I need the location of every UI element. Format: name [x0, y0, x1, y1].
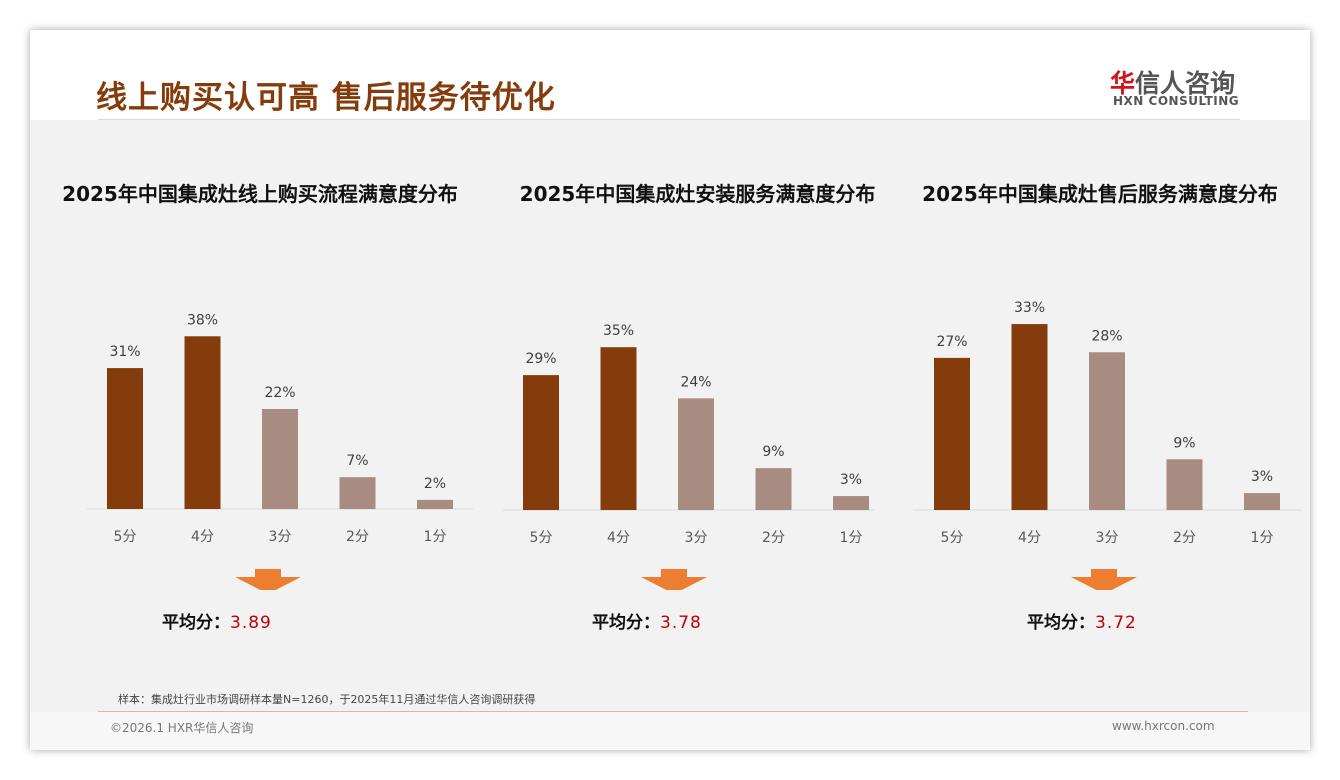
chart-title-2: 2025年中国集成灶安装服务满意度分布	[519, 182, 876, 206]
copyright: ©2026.1 HXR华信人咨询	[110, 721, 254, 735]
avg-value: 3.72	[1095, 613, 1137, 633]
avg-score-1: 平均分：3.89	[162, 608, 272, 633]
tick-label: 1分	[1251, 530, 1274, 546]
footer-divider	[98, 711, 1248, 712]
avg-value: 3.78	[660, 613, 702, 633]
tick-label: 5分	[114, 529, 137, 545]
avg-score-3: 平均分：3.72	[1027, 608, 1137, 633]
tick-label: 4分	[1018, 530, 1041, 546]
tick-label: 2分	[762, 530, 785, 546]
logo: 华信人咨询	[1110, 64, 1235, 100]
tick-label: 2分	[1173, 530, 1196, 546]
down-arrow-icon	[1071, 569, 1137, 590]
down-arrow-icon	[641, 569, 707, 590]
chart-title-3: 2025年中国集成灶售后服务满意度分布	[922, 182, 1278, 206]
logo-subtext: HXN CONSULTING	[1113, 94, 1240, 108]
bar	[417, 499, 453, 509]
bar	[262, 409, 298, 509]
website: www.hxrcon.com	[1112, 719, 1215, 733]
data-label: 24%	[680, 374, 711, 390]
down-arrow-icon	[235, 569, 301, 590]
tick-label: 4分	[607, 530, 630, 546]
header	[30, 30, 1310, 120]
avg-label: 平均分：	[162, 613, 230, 633]
avg-score-2: 平均分：3.78	[592, 608, 702, 633]
bar	[107, 368, 143, 509]
bar	[339, 477, 376, 509]
bar	[1089, 352, 1125, 510]
bar	[755, 468, 792, 510]
bar	[678, 398, 714, 510]
data-label: 27%	[936, 334, 967, 350]
tick-label: 1分	[840, 530, 863, 546]
data-label: 31%	[109, 344, 140, 360]
bar	[1011, 324, 1048, 510]
data-label: 35%	[603, 323, 634, 339]
bar	[1166, 459, 1203, 510]
divider	[98, 119, 1240, 120]
data-label: 9%	[1173, 435, 1195, 451]
tick-label: 4分	[191, 529, 214, 545]
avg-value: 3.89	[230, 613, 272, 633]
logo-mark: 华	[1110, 69, 1136, 98]
bar	[600, 347, 637, 510]
tick-label: 3分	[269, 529, 292, 545]
avg-label: 平均分：	[592, 613, 660, 633]
data-label: 22%	[264, 385, 295, 401]
data-label: 9%	[762, 444, 784, 460]
data-label: 28%	[1091, 328, 1122, 344]
data-label: 3%	[840, 472, 862, 488]
bar	[934, 357, 970, 510]
avg-label: 平均分：	[1027, 613, 1095, 633]
tick-label: 5分	[530, 530, 553, 546]
slide: 线上购买认可高 售后服务待优化 华信人咨询 HXN CONSULTING 202…	[30, 30, 1310, 750]
data-label: 2%	[424, 476, 446, 492]
data-label: 7%	[346, 453, 368, 469]
page-title: 线上购买认可高 售后服务待优化	[96, 80, 556, 116]
data-label: 3%	[1251, 469, 1273, 485]
tick-label: 1分	[424, 529, 447, 545]
sample-note: 样本：集成灶行业市场调研样本量N=1260，于2025年11月通过华信人咨询调研…	[118, 693, 536, 706]
logo-text: 信人咨询	[1135, 69, 1236, 98]
bar	[184, 336, 221, 509]
data-label: 33%	[1014, 300, 1045, 316]
tick-label: 3分	[685, 530, 708, 546]
bar	[523, 375, 559, 510]
charts: 31% 5分 38% 4分 22% 3分 7% 2分 2% 1分 29% 5分 35% 4分 24% 3分 9%…	[87, 300, 1302, 590]
footer	[30, 712, 1310, 750]
tick-label: 2分	[346, 529, 369, 545]
tick-label: 3分	[1096, 530, 1119, 546]
chart-title-1: 2025年中国集成灶线上购买流程满意度分布	[62, 182, 458, 206]
bar	[833, 496, 869, 510]
data-label: 38%	[187, 312, 218, 328]
bar	[1244, 493, 1280, 510]
tick-label: 5分	[941, 530, 964, 546]
data-label: 29%	[525, 351, 556, 367]
